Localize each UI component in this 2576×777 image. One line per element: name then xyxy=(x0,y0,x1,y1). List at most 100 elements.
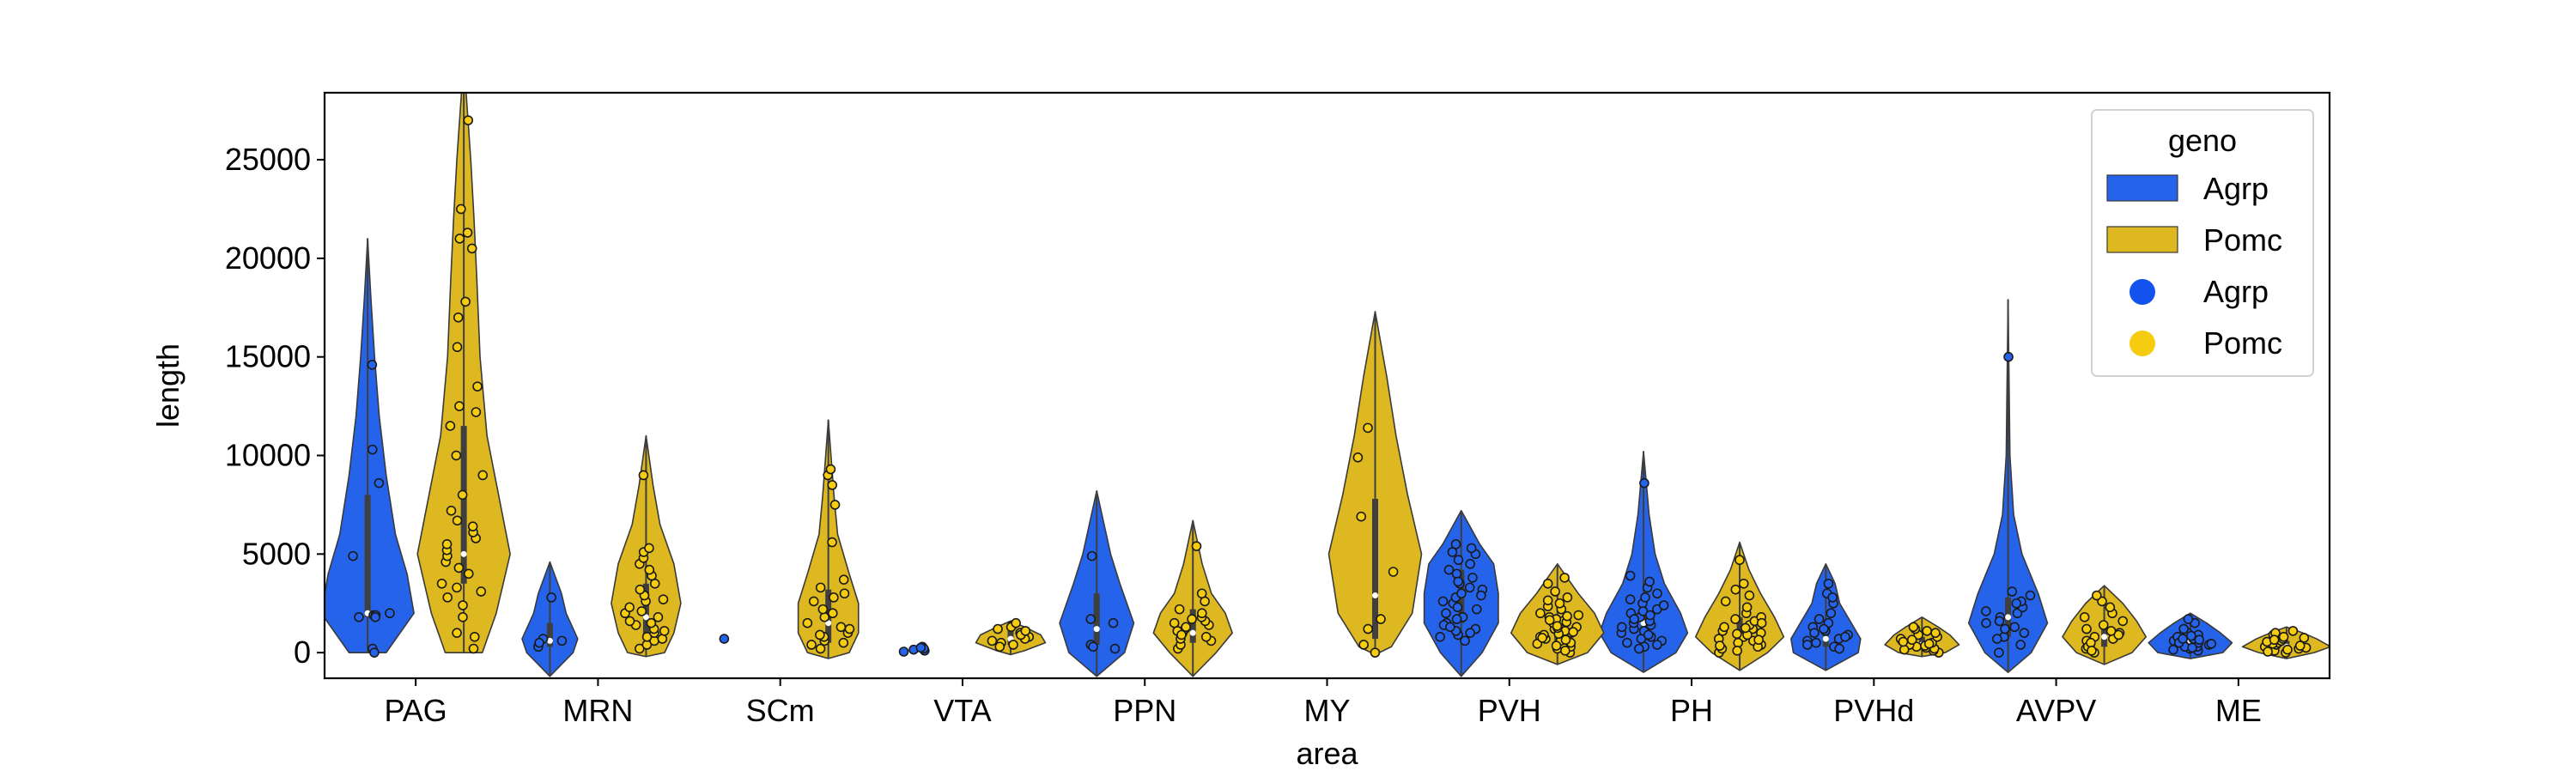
point-agrp-me-18 xyxy=(2206,639,2217,649)
point-agrp-mrn-1 xyxy=(556,635,568,646)
point-pomc-ppn-10 xyxy=(1174,604,1185,615)
point-agrp-pag-10 xyxy=(369,647,380,658)
x-tick-label-4: PPN xyxy=(1113,693,1176,728)
point-agrp-avpv-1 xyxy=(2015,640,2026,650)
point-pomc-pag-4 xyxy=(458,600,468,610)
point-agrp-avpv-12 xyxy=(1994,616,2005,627)
point-agrp-ppn-4 xyxy=(1108,617,1119,628)
point-pomc-pag-28 xyxy=(453,312,464,323)
point-agrp-pvh-16 xyxy=(1471,604,1482,615)
point-agrp-pag-5 xyxy=(370,612,380,622)
point-agrp-ph-9 xyxy=(1640,592,1650,603)
point-agrp-pvh-23 xyxy=(1465,559,1475,569)
point-agrp-avpv-9 xyxy=(2025,590,2036,601)
point-pomc-ph-15 xyxy=(1738,578,1749,589)
point-pomc-my-1 xyxy=(1358,640,1369,650)
point-agrp-avpv-3 xyxy=(2000,623,2010,634)
point-pomc-pvhd-10 xyxy=(1930,628,1941,638)
point-pomc-avpv-13 xyxy=(2092,590,2102,601)
point-pomc-mrn-10 xyxy=(624,602,635,613)
violin-median-pomc-my xyxy=(1372,592,1378,599)
point-pomc-avpv-17 xyxy=(2113,629,2124,640)
point-pomc-ph-11 xyxy=(1741,602,1753,613)
point-pomc-pvh-37 xyxy=(1568,627,1578,637)
point-pomc-pvh-38 xyxy=(1552,621,1563,631)
point-pomc-mrn-24 xyxy=(646,617,657,628)
point-pomc-scm-6 xyxy=(802,617,813,628)
point-agrp-ppn-5 xyxy=(1088,641,1098,653)
legend-title: geno xyxy=(2168,123,2237,158)
point-pomc-pvhd-11 xyxy=(1922,626,1932,636)
point-agrp-me-16 xyxy=(2168,644,2178,655)
point-agrp-pag-1 xyxy=(354,612,364,622)
point-agrp-pvhd-14 xyxy=(1809,628,1820,638)
point-agrp-me-20 xyxy=(2186,630,2196,641)
point-agrp-pvh-19 xyxy=(1460,635,1470,646)
point-pomc-scm-9 xyxy=(808,596,819,607)
point-agrp-ph-24 xyxy=(1643,629,1654,640)
point-pomc-scm-13 xyxy=(827,537,837,548)
point-pomc-ph-23 xyxy=(1756,617,1767,628)
point-pomc-ppn-17 xyxy=(1176,629,1187,640)
point-pomc-pag-26 xyxy=(472,381,483,392)
point-agrp-pag-9 xyxy=(367,360,378,370)
point-pomc-ph-27 xyxy=(1753,634,1764,646)
legend-label-0: Agrp xyxy=(2203,171,2269,206)
point-pomc-pag-18 xyxy=(452,515,463,526)
point-pomc-ppn-9 xyxy=(1197,608,1207,619)
point-pomc-ph-13 xyxy=(1744,590,1755,601)
point-agrp-pvh-17 xyxy=(1465,628,1475,638)
point-agrp-pvh-6 xyxy=(1456,588,1467,599)
point-agrp-ph-21 xyxy=(1625,594,1636,604)
point-pomc-pag-6 xyxy=(476,586,487,597)
point-pomc-ph-12 xyxy=(1720,596,1731,607)
point-pomc-pvhd-14 xyxy=(1899,644,1910,655)
point-pomc-avpv-6 xyxy=(2081,623,2092,634)
point-pomc-scm-21 xyxy=(828,608,838,619)
point-agrp-pvh-10 xyxy=(1443,564,1455,575)
point-pomc-scm-0 xyxy=(815,643,826,654)
point-pomc-mrn-16 xyxy=(644,564,655,575)
point-agrp-scm-0 xyxy=(719,634,730,644)
plot-area xyxy=(325,93,2330,677)
violin-median-pomc-mrn xyxy=(642,614,649,621)
point-pomc-pag-32 xyxy=(462,228,473,238)
point-pomc-pvh-15 xyxy=(1542,578,1553,589)
point-pomc-pag-0 xyxy=(468,643,479,654)
point-agrp-avpv-4 xyxy=(1981,617,1991,628)
point-agrp-pvh-24 xyxy=(1447,547,1458,557)
point-agrp-mrn-3 xyxy=(546,592,556,603)
violin-iqr-pomc-pag xyxy=(460,426,467,584)
point-pomc-pvh-12 xyxy=(1554,598,1565,609)
point-pomc-scm-12 xyxy=(838,574,849,585)
point-agrp-pvh-21 xyxy=(1464,582,1475,593)
point-agrp-ppn-1 xyxy=(1086,550,1097,562)
point-pomc-pvh-13 xyxy=(1562,592,1573,603)
point-agrp-pag-6 xyxy=(348,550,358,562)
x-tick-label-0: PAG xyxy=(384,693,447,728)
point-pomc-pvh-32 xyxy=(1562,610,1572,622)
point-pomc-ph-28 xyxy=(1732,628,1742,640)
point-pomc-pag-19 xyxy=(446,506,457,516)
point-pomc-my-3 xyxy=(1376,614,1386,624)
point-agrp-avpv-17 xyxy=(2011,598,2022,609)
point-pomc-me-12 xyxy=(2263,646,2273,657)
point-pomc-ph-22 xyxy=(1719,622,1729,633)
point-agrp-ph-13 xyxy=(1625,570,1636,581)
point-pomc-ppn-19 xyxy=(1187,614,1197,624)
point-agrp-avpv-0 xyxy=(1994,647,2004,658)
point-pomc-pvh-26 xyxy=(1560,646,1571,656)
point-agrp-pvh-20 xyxy=(1437,596,1449,607)
point-agrp-ppn-0 xyxy=(1085,614,1097,624)
point-pomc-ph-16 xyxy=(1735,555,1745,566)
point-pomc-pvhd-13 xyxy=(1908,622,1919,633)
point-agrp-pvhd-12 xyxy=(1840,631,1850,642)
point-pomc-vta-0 xyxy=(1008,640,1018,650)
y-axis-label: length xyxy=(150,343,185,428)
point-pomc-pag-27 xyxy=(452,342,463,353)
point-pomc-pvh-28 xyxy=(1560,634,1571,646)
point-pomc-scm-14 xyxy=(829,500,841,510)
point-agrp-mrn-4 xyxy=(534,637,544,648)
point-pomc-pvh-16 xyxy=(1559,573,1570,583)
